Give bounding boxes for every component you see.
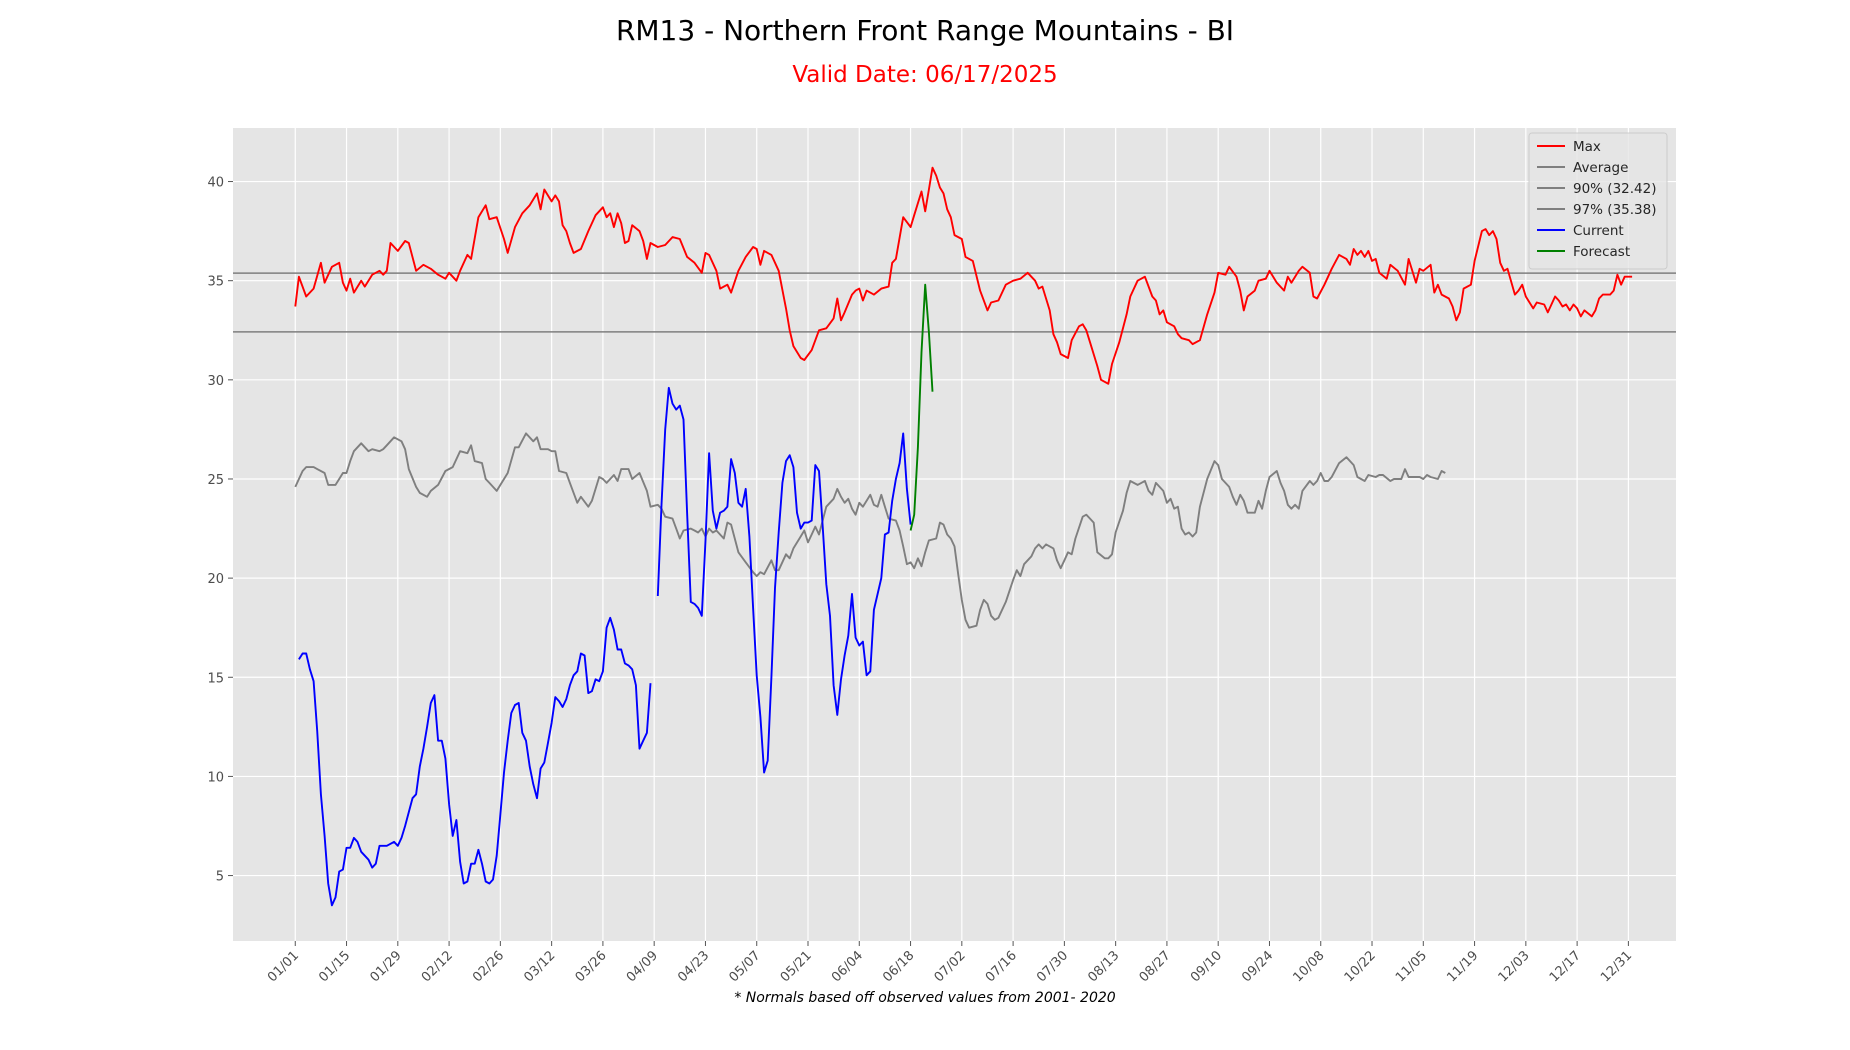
x-tick-label: 04/09 [624, 948, 661, 985]
x-tick-label: 11/19 [1444, 948, 1481, 985]
x-axis: 01/01 01/15 01/29 02/12 02/26 03/12 03/26 04/09… [265, 941, 1635, 985]
legend-label: Average [1573, 160, 1628, 176]
legend-label: Max [1573, 139, 1601, 155]
x-tick-label: 06/04 [829, 948, 866, 985]
x-tick-label: 07/16 [983, 948, 1020, 985]
current-series-line [298, 616, 652, 907]
x-tick-label: 05/07 [726, 948, 763, 985]
x-tick-label: 01/01 [265, 948, 302, 985]
x-tick-label: 09/10 [1188, 948, 1225, 985]
x-tick-label: 12/17 [1547, 948, 1584, 985]
footnote: * Normals based off observed values from… [734, 990, 1116, 1006]
x-tick-label: 12/31 [1598, 948, 1635, 985]
current-series-line [656, 386, 912, 774]
x-tick-label: 01/29 [368, 948, 405, 985]
chart-subtitle: Valid Date: 06/17/2025 [792, 62, 1058, 88]
x-tick-label: 08/27 [1137, 948, 1174, 985]
y-tick-label: 30 [207, 374, 224, 389]
x-tick-label: 01/15 [316, 948, 353, 985]
x-tick-label: 07/02 [932, 948, 969, 985]
x-tick-label: 11/05 [1393, 948, 1430, 985]
y-tick-label: 15 [207, 671, 224, 686]
chart-title: RM13 - Northern Front Range Mountains - … [615, 14, 1235, 47]
legend: Max Average 90% (32.42) 97% (35.38) Current F… [1528, 132, 1668, 270]
x-tick-label: 04/23 [675, 948, 712, 985]
y-tick-label: 40 [207, 176, 224, 191]
x-tick-label: 06/18 [880, 948, 917, 985]
plot-area [233, 128, 1676, 941]
legend-label: 97% (35.38) [1573, 202, 1656, 218]
series-lines [294, 166, 1633, 907]
legend-label: Current [1573, 223, 1624, 239]
y-tick-label: 25 [207, 473, 224, 488]
y-axis: 5 10 15 20 25 30 35 40 [207, 176, 233, 885]
x-tick-label: 03/26 [573, 948, 610, 985]
x-tick-label: 10/08 [1290, 948, 1327, 985]
average-series-line [294, 432, 1446, 629]
y-tick-label: 35 [207, 275, 224, 290]
x-tick-label: 07/30 [1034, 948, 1071, 985]
x-tick-label: 09/24 [1239, 948, 1276, 985]
x-tick-label: 12/03 [1496, 948, 1533, 985]
y-tick-label: 10 [207, 770, 224, 785]
forecast-series-line [909, 283, 934, 531]
x-tick-label: 05/21 [778, 948, 815, 985]
max-series-line [294, 166, 1633, 385]
x-tick-label: 03/12 [521, 948, 558, 985]
x-tick-label: 02/26 [470, 948, 507, 985]
y-tick-label: 20 [207, 572, 224, 587]
reference-lines [233, 272, 1676, 333]
legend-label: 90% (32.42) [1573, 181, 1656, 197]
x-tick-label: 08/13 [1085, 948, 1122, 985]
x-tick-label: 10/22 [1342, 948, 1379, 985]
y-tick-label: 5 [216, 870, 224, 885]
legend-label: Forecast [1573, 244, 1630, 260]
x-tick-label: 02/12 [419, 948, 456, 985]
